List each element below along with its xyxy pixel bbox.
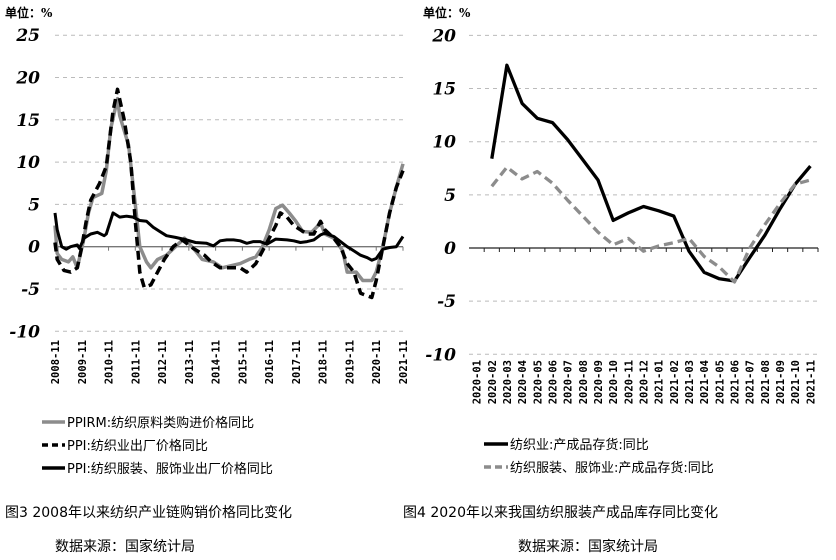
x-tick-label: 2015-11 [237, 340, 249, 384]
x-tick-label: 2020-04 [517, 360, 529, 404]
x-tick-label: 2021-04 [699, 360, 711, 404]
y-tick-label: -5 [437, 292, 456, 312]
legend-label: PPI:纺织业出厂价格同比 [67, 438, 208, 454]
x-tick-label: 2020-09 [593, 360, 605, 404]
series-line-1 [53, 96, 405, 283]
x-tick-label: 2021-01 [654, 360, 666, 404]
x-tick-label: 2021-07 [745, 360, 757, 404]
legend-label: 纺织业:产成品存货:同比 [510, 437, 649, 453]
legend-label: 纺织服装、服饰业:产成品存货:同比 [510, 460, 714, 476]
x-tick-label: 2020-01 [472, 360, 484, 404]
y-tick-label: 15 [16, 111, 40, 131]
x-tick-label: 2020-06 [547, 360, 559, 404]
figure-caption: 图3 2008年以来纺织产业链购销价格同比变化 [5, 505, 292, 521]
x-tick-label: 2020-10 [608, 360, 620, 404]
x-tick-label: 2021-10 [790, 360, 802, 404]
x-tick-label: 2020-12 [639, 360, 651, 404]
x-tick-label: 2010-11 [104, 340, 116, 384]
series-line-3 [53, 211, 405, 262]
x-tick-label: 2020-05 [532, 360, 544, 404]
x-tick-label: 2021-03 [684, 360, 696, 404]
x-tick-label: 2021-11 [398, 340, 410, 384]
x-tick-label: 2012-11 [157, 340, 169, 384]
x-tick-label: 2021-08 [760, 360, 772, 404]
x-tick-label: 2021-05 [714, 360, 726, 404]
y-tick-label: 0 [28, 238, 40, 258]
x-tick-label: 2020-11 [371, 340, 383, 384]
x-tick-label: 2019-11 [344, 340, 356, 384]
unit-label: 单位：% [423, 5, 471, 20]
unit-label: 单位：% [5, 5, 53, 20]
y-tick-label: -5 [21, 280, 40, 300]
x-tick-label: 2021-06 [730, 360, 742, 404]
y-tick-label: 5 [444, 186, 456, 206]
x-tick-label: 2020-08 [578, 360, 590, 404]
x-tick-label: 2020-02 [487, 360, 499, 404]
y-tick-label: 0 [444, 239, 456, 259]
x-tick-label: 2021-02 [669, 360, 681, 404]
y-tick-label: -10 [425, 345, 456, 365]
y-tick-label: 20 [431, 26, 456, 46]
y-tick-label: 20 [15, 69, 40, 89]
x-tick-label: 2011-11 [130, 340, 142, 384]
x-tick-label: 2016-11 [264, 340, 276, 384]
source-note: 数据来源：国家统计局 [518, 538, 658, 555]
x-tick-label: 2021-11 [805, 360, 817, 404]
x-tick-label: 2020-07 [563, 360, 575, 404]
y-tick-label: -10 [9, 322, 40, 342]
series-line-2 [53, 87, 405, 300]
y-tick-label: 5 [28, 195, 40, 215]
x-tick-label: 2021-09 [775, 360, 787, 404]
x-tick-label: 2009-11 [77, 340, 89, 384]
legend-label: PPI:纺织服装、服饰业出厂价格同比 [67, 461, 273, 477]
series-line-1 [490, 63, 812, 283]
y-tick-label: 25 [15, 26, 40, 46]
y-tick-label: 15 [432, 80, 456, 100]
x-tick-label: 2020-11 [623, 360, 635, 404]
x-tick-label: 2020-03 [502, 360, 514, 404]
x-tick-label: 2018-11 [318, 340, 330, 384]
figure-caption: 图4 2020年以来我国纺织服装产成品库存同比变化 [403, 505, 718, 521]
x-tick-label: 2014-11 [211, 340, 223, 384]
source-note: 数据来源：国家统计局 [55, 538, 195, 555]
legend-label: PPIRM:纺织原料类购进价格同比 [67, 415, 254, 431]
x-tick-label: 2017-11 [291, 340, 303, 384]
series-line-2 [490, 165, 811, 284]
x-tick-label: 2013-11 [184, 340, 196, 384]
y-tick-label: 10 [432, 133, 456, 153]
x-tick-label: 2008-11 [50, 340, 62, 384]
y-tick-label: 10 [16, 153, 40, 173]
